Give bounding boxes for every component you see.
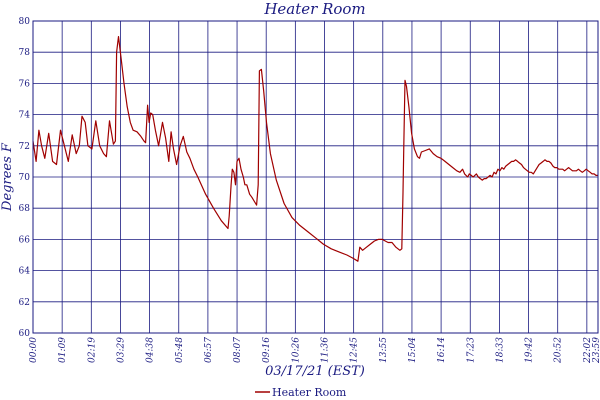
x-tick-label: 13:55 <box>379 337 389 363</box>
series-lines <box>32 35 598 262</box>
y-axis-ticks: 60 62 64 66 68 70 72 74 76 78 80 <box>19 17 31 339</box>
y-tick-label: 80 <box>19 17 31 27</box>
x-tick-label: 00:00 <box>29 337 39 363</box>
x-tick-label: 11:36 <box>321 337 331 363</box>
x-tick-label: 03:29 <box>116 337 126 363</box>
y-tick-label: 68 <box>19 204 31 214</box>
x-tick-label: 04:38 <box>146 337 156 363</box>
y-tick-label: 66 <box>19 235 31 245</box>
x-tick-label: 22:02 <box>583 337 593 364</box>
x-tick-label: 20:52 <box>554 337 564 364</box>
x-axis-ticks: 00:00 01:09 02:19 03:29 04:38 05:48 06:57 08:07… <box>29 337 600 364</box>
x-tick-label: 17:23 <box>466 337 476 363</box>
y-tick-label: 72 <box>19 142 30 152</box>
y-tick-label: 60 <box>19 329 31 339</box>
y-tick-label: 74 <box>19 111 31 121</box>
y-tick-label: 70 <box>19 173 31 183</box>
legend: Heater Room <box>255 386 347 399</box>
x-tick-label: 19:42 <box>525 337 535 363</box>
x-tick-label: 10:26 <box>291 337 301 363</box>
x-tick-label: 16:14 <box>437 337 447 363</box>
x-tick-label: 15:04 <box>408 337 418 363</box>
legend-label: Heater Room <box>272 386 347 399</box>
x-tick-label: 23:59 <box>592 337 600 364</box>
x-tick-label: 05:48 <box>175 337 185 363</box>
x-tick-label: 01:09 <box>58 337 68 363</box>
chart-grid <box>32 20 598 334</box>
y-axis-label: Degrees F <box>0 142 15 212</box>
y-tick-label: 64 <box>19 267 31 277</box>
y-tick-label: 78 <box>19 48 31 58</box>
x-tick-label: 08:07 <box>233 337 243 363</box>
x-axis-label: 03/17/21 (EST) <box>265 364 365 379</box>
series-line-heater-room <box>32 35 598 262</box>
x-tick-label: 18:33 <box>495 337 505 363</box>
y-tick-label: 76 <box>19 79 31 89</box>
x-tick-label: 02:19 <box>87 337 97 363</box>
y-tick-label: 62 <box>19 298 30 308</box>
x-tick-label: 06:57 <box>204 337 214 363</box>
x-tick-label: 09:16 <box>262 337 272 363</box>
x-tick-label: 12:45 <box>350 337 360 363</box>
plot-frame <box>32 20 599 334</box>
chart-title: Heater Room <box>263 0 365 18</box>
